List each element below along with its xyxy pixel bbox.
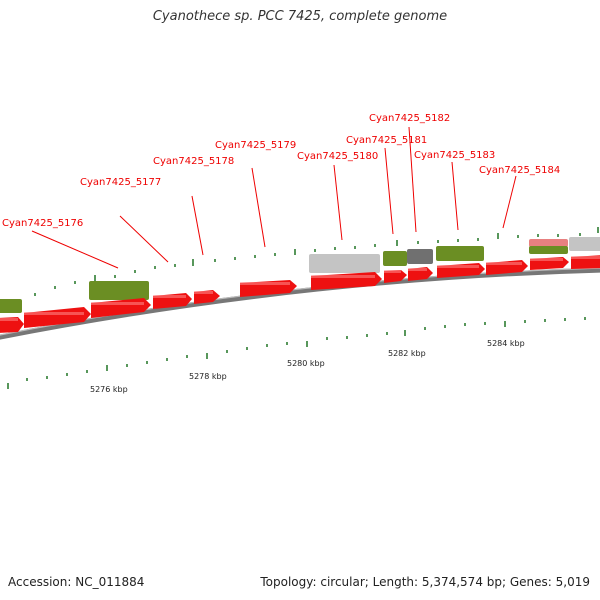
- green-feature[interactable]: [0, 299, 22, 313]
- green-feature[interactable]: [383, 251, 407, 266]
- scale-label-5284: 5284 kbp: [487, 339, 525, 348]
- green-feature[interactable]: [89, 281, 149, 300]
- gene-label-cyan7425-5176[interactable]: Cyan7425_5176: [2, 218, 83, 229]
- cds-arrow[interactable]: [311, 272, 382, 290]
- gene-label-cyan7425-5181[interactable]: Cyan7425_5181: [346, 135, 427, 146]
- pink-feature[interactable]: [529, 239, 568, 247]
- gray-feature[interactable]: [569, 237, 600, 251]
- green-feature[interactable]: [436, 246, 484, 261]
- label-leaders: [31, 126, 517, 269]
- gene-label-cyan7425-5184[interactable]: Cyan7425_5184: [479, 165, 560, 176]
- outer-tick-track: [7, 227, 599, 303]
- scale-label-5282: 5282 kbp: [388, 349, 426, 358]
- genome-backbone: [0, 267, 600, 340]
- scale-label-5278: 5278 kbp: [189, 372, 227, 381]
- scale-label-5276: 5276 kbp: [90, 385, 128, 394]
- gray-feature[interactable]: [309, 254, 380, 273]
- inner-tick-track: [7, 317, 586, 389]
- gene-label-cyan7425-5182[interactable]: Cyan7425_5182: [369, 113, 450, 124]
- accession-text: Accession: NC_011884: [8, 575, 145, 589]
- dark-gray-feature[interactable]: [407, 249, 433, 264]
- genome-summary-text: Topology: circular; Length: 5,374,574 bp…: [260, 575, 590, 589]
- genome-backbone-highlight: [0, 267, 600, 336]
- scale-label-5280: 5280 kbp: [287, 359, 325, 368]
- feature-track-upper: [0, 237, 600, 313]
- gene-label-cyan7425-5180[interactable]: Cyan7425_5180: [297, 151, 378, 162]
- gene-label-cyan7425-5178[interactable]: Cyan7425_5178: [153, 156, 234, 167]
- map-title: Cyanothece sp. PCC 7425, complete genome: [152, 9, 448, 24]
- gene-label-cyan7425-5177[interactable]: Cyan7425_5177: [80, 177, 161, 188]
- cds-highlight-layer: [0, 256, 600, 321]
- gene-label-cyan7425-5179[interactable]: Cyan7425_5179: [215, 140, 296, 151]
- cds-arrow[interactable]: [384, 270, 407, 283]
- gene-label-cyan7425-5183[interactable]: Cyan7425_5183: [414, 150, 495, 161]
- green-feature[interactable]: [529, 246, 568, 254]
